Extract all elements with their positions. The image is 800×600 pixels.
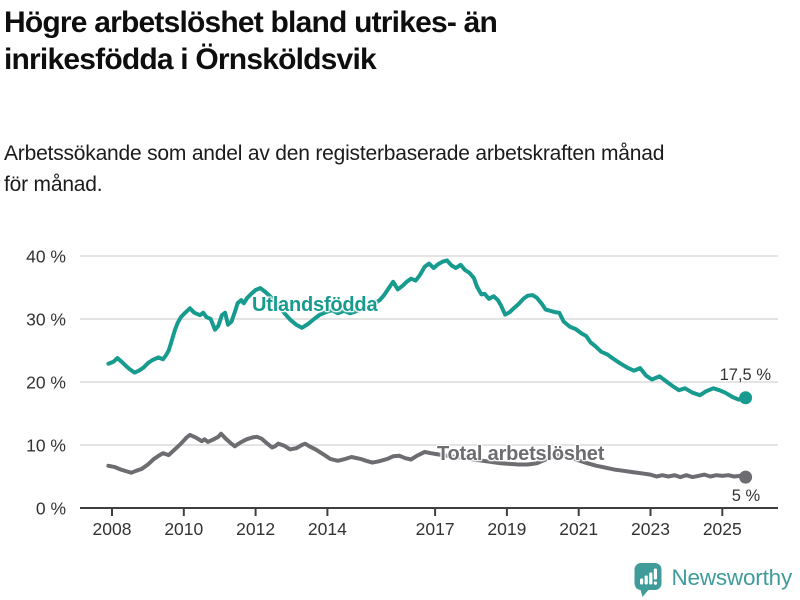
series-end-dot	[739, 470, 753, 484]
series-line-utlandsfodda	[106, 258, 748, 402]
end-value-utlandsfodda: 17,5 %	[719, 366, 771, 384]
newsworthy-brand: Newsworthy	[633, 561, 792, 599]
x-axis-label: 2014	[308, 519, 347, 539]
x-axis-label: 2012	[236, 519, 275, 539]
page-title: Högre arbetslöshet bland utrikes- än inr…	[4, 6, 498, 76]
unemployment-line-chart: 0 % 10 % 20 % 30 % 40 % 2008 2010 2012 2014 2017 2…	[26, 247, 778, 539]
newsworthy-brand-text: Newsworthy	[671, 565, 792, 590]
x-axis-label: 2021	[559, 519, 598, 539]
x-axis-label: 2019	[487, 519, 526, 539]
y-axis-label: 40 %	[26, 247, 66, 267]
y-axis-label: 30 %	[26, 310, 66, 330]
x-axis-label: 2025	[703, 519, 742, 539]
series-label-total-arbetsloshet: Total arbetslöshet	[437, 443, 605, 465]
end-value-total: 5 %	[731, 487, 761, 505]
chart-plot-area: 0 % 10 % 20 % 30 % 40 % 2008 2010 2012 2014 2017 2…	[0, 228, 800, 560]
series-end-dot	[739, 391, 753, 405]
x-axis-label: 2008	[93, 519, 132, 539]
y-axis-label: 0 %	[36, 499, 66, 519]
y-axis-label: 10 %	[26, 436, 66, 456]
x-axis-label: 2017	[416, 519, 455, 539]
y-axis-label: 20 %	[26, 373, 66, 393]
newsworthy-logo-icon	[634, 563, 662, 597]
page-subtitle: Arbetssökande som andel av den registerb…	[4, 142, 665, 196]
x-axis-label: 2010	[164, 519, 203, 539]
series-label-utlandsfodda: Utlandsfödda	[252, 294, 378, 316]
series-line-total	[106, 431, 748, 480]
x-axis-label: 2023	[631, 519, 670, 539]
